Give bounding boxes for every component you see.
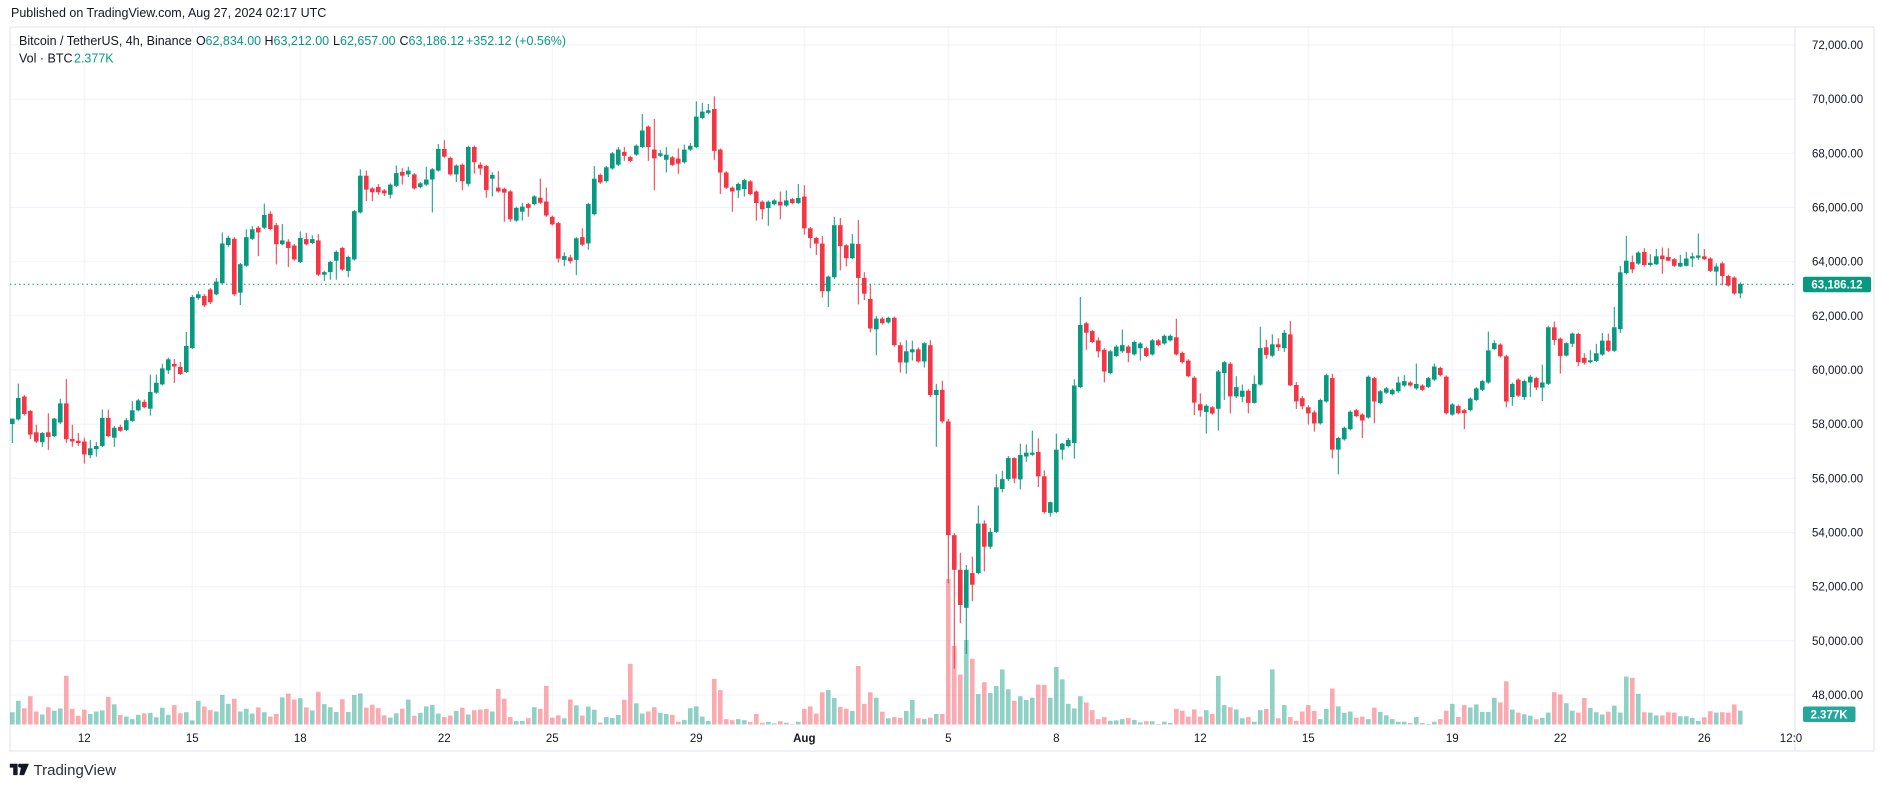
svg-text:18: 18 bbox=[294, 733, 307, 745]
svg-text:62,000.00: 62,000.00 bbox=[1812, 311, 1863, 323]
svg-text:+352.12 (+0.56%): +352.12 (+0.56%) bbox=[466, 34, 566, 48]
svg-text:58,000.00: 58,000.00 bbox=[1812, 419, 1863, 431]
svg-text:TradingView: TradingView bbox=[34, 762, 117, 779]
svg-text:63,186.12: 63,186.12 bbox=[409, 34, 465, 48]
svg-text:70,000.00: 70,000.00 bbox=[1812, 94, 1863, 106]
svg-text:Bitcoin / TetherUS, 4h, Binanc: Bitcoin / TetherUS, 4h, Binance bbox=[19, 34, 192, 48]
svg-text:Vol · BTC: Vol · BTC bbox=[19, 52, 73, 66]
svg-text:8: 8 bbox=[1053, 733, 1059, 745]
svg-text:15: 15 bbox=[186, 733, 199, 745]
svg-text:56,000.00: 56,000.00 bbox=[1812, 473, 1863, 485]
svg-text:60,000.00: 60,000.00 bbox=[1812, 365, 1863, 377]
svg-text:64,000.00: 64,000.00 bbox=[1812, 257, 1863, 269]
svg-text:Aug: Aug bbox=[793, 733, 815, 745]
svg-text:72,000.00: 72,000.00 bbox=[1812, 40, 1863, 52]
svg-text:5: 5 bbox=[945, 733, 951, 745]
svg-text:12: 12 bbox=[1194, 733, 1207, 745]
svg-text:12: 12 bbox=[78, 733, 91, 745]
svg-text:2.377K: 2.377K bbox=[1810, 709, 1848, 721]
svg-text:54,000.00: 54,000.00 bbox=[1812, 528, 1863, 540]
svg-text:25: 25 bbox=[546, 733, 559, 745]
svg-text:62,834.00: 62,834.00 bbox=[206, 34, 262, 48]
svg-text:50,000.00: 50,000.00 bbox=[1812, 636, 1863, 648]
svg-text:2.377K: 2.377K bbox=[74, 52, 114, 66]
svg-text:48,000.00: 48,000.00 bbox=[1812, 690, 1863, 702]
svg-text:26: 26 bbox=[1698, 733, 1711, 745]
svg-text:68,000.00: 68,000.00 bbox=[1812, 148, 1863, 160]
svg-text:H: H bbox=[265, 34, 274, 48]
svg-text:52,000.00: 52,000.00 bbox=[1812, 582, 1863, 594]
svg-text:29: 29 bbox=[690, 733, 703, 745]
svg-text:62,657.00: 62,657.00 bbox=[340, 34, 396, 48]
svg-text:L: L bbox=[333, 34, 340, 48]
svg-text:22: 22 bbox=[1554, 733, 1567, 745]
svg-text:Published on TradingView.com,: Published on TradingView.com, Aug 27, 20… bbox=[11, 6, 326, 20]
svg-text:C: C bbox=[400, 34, 409, 48]
svg-text:O: O bbox=[196, 34, 206, 48]
svg-text:15: 15 bbox=[1302, 733, 1315, 745]
svg-text:63,212.00: 63,212.00 bbox=[274, 34, 330, 48]
svg-text:19: 19 bbox=[1446, 733, 1459, 745]
svg-text:63,186.12: 63,186.12 bbox=[1811, 280, 1862, 292]
svg-text:12:0: 12:0 bbox=[1780, 733, 1802, 745]
svg-text:66,000.00: 66,000.00 bbox=[1812, 203, 1863, 215]
svg-text:22: 22 bbox=[438, 733, 451, 745]
